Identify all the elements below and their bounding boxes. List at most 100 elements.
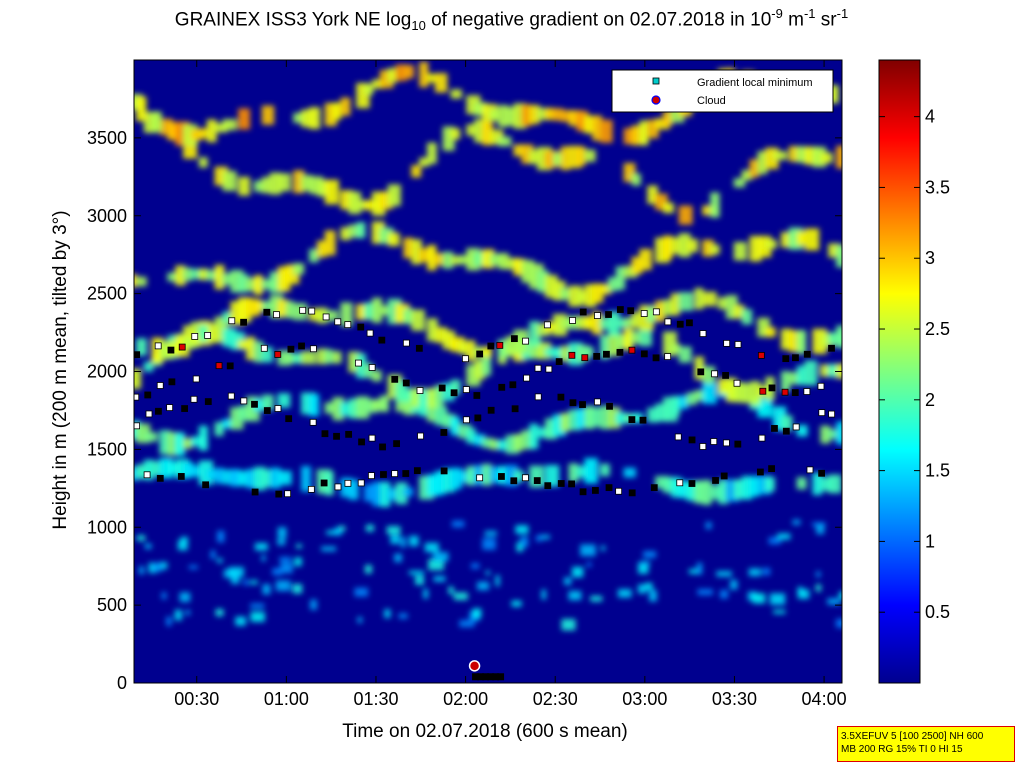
heatmap-cell — [649, 589, 657, 602]
gradient-minimum-marker — [568, 480, 575, 488]
legend-label-gradient-minimum: Gradient local minimum — [697, 77, 813, 89]
heatmap-cell — [206, 119, 217, 143]
gradient-minimum-marker — [228, 317, 236, 325]
heatmap-cell — [662, 235, 673, 260]
gradient-minimum-marker — [510, 477, 518, 485]
heatmap-cell — [238, 340, 251, 349]
heatmap-cell — [757, 151, 768, 175]
heatmap-cell — [537, 427, 552, 438]
gradient-minimum-marker — [650, 484, 658, 492]
gradient-minimum-marker — [523, 374, 530, 382]
gradient-minimum-marker — [358, 438, 365, 446]
gradient-minimum-marker — [699, 443, 707, 450]
heatmap-cell — [174, 609, 183, 621]
gradient-minimum-marker — [639, 416, 647, 424]
heatmap-cell — [411, 165, 422, 178]
heatmap-cell — [600, 335, 610, 360]
gradient-minimum-marker — [487, 342, 495, 350]
heatmap-cell — [277, 527, 287, 539]
heatmap-cell — [371, 399, 386, 411]
gradient-minimum-marker — [440, 467, 448, 475]
gradient-minimum-marker — [240, 397, 248, 405]
heatmap-cell — [365, 524, 374, 532]
heatmap-cell — [216, 530, 225, 543]
heatmap-cell — [261, 279, 277, 290]
heatmap-cell — [235, 616, 247, 626]
gradient-minimum-marker — [579, 308, 587, 316]
heatmap-cell — [135, 96, 147, 122]
gradient-minimum-marker — [664, 318, 672, 326]
gradient-minimum-marker — [756, 468, 764, 476]
heatmap-cell — [572, 566, 584, 578]
heatmap-cell — [670, 293, 680, 316]
heatmap-cell — [497, 253, 509, 270]
x-tick-label: 03:30 — [712, 689, 757, 709]
heatmap-cell — [426, 318, 438, 342]
gradient-minimum-marker — [274, 351, 282, 358]
heatmap-cell — [631, 412, 644, 423]
gradient-minimum-marker — [664, 353, 672, 360]
heatmap-cell — [482, 346, 492, 358]
legend-box — [611, 69, 834, 113]
gradient-minimum-marker — [333, 432, 340, 440]
heatmap-cell — [215, 608, 224, 617]
heatmap-cell — [167, 122, 179, 140]
heatmap-cell — [198, 157, 208, 168]
heatmap-cell — [180, 536, 188, 543]
heatmap-cell — [623, 467, 636, 478]
heatmap-cell — [741, 383, 752, 404]
gradient-minimum-marker — [686, 319, 693, 327]
gradient-minimum-marker — [616, 306, 624, 313]
heatmap-cell — [144, 543, 152, 549]
x-axis-label: Time on 02.07.2018 (600 s mean) — [342, 721, 628, 742]
gradient-minimum-marker — [156, 382, 164, 389]
heatmap-cell — [151, 461, 161, 477]
heatmap-cell — [246, 336, 256, 361]
heatmap-cell — [580, 544, 596, 557]
heatmap-cell — [403, 487, 414, 497]
heatmap-cell — [796, 477, 807, 490]
heatmap-cell — [647, 185, 658, 205]
heatmap-cell — [198, 268, 209, 281]
gradient-minimum-marker — [322, 313, 330, 321]
heatmap-cell — [466, 124, 477, 136]
heatmap-cell — [592, 311, 603, 335]
gradient-minimum-marker — [344, 479, 352, 487]
heatmap-cell — [206, 469, 219, 480]
gradient-minimum-marker — [440, 429, 448, 436]
gradient-minimum-marker — [168, 378, 176, 386]
heatmap-cell — [662, 299, 674, 316]
gradient-minimum-marker — [498, 383, 506, 391]
gradient-minimum-marker — [273, 311, 280, 319]
heatmap-cell — [586, 562, 592, 568]
colorbar-tick-label: 4 — [925, 107, 935, 127]
gradient-minimum-marker — [688, 480, 696, 487]
gradient-minimum-marker — [628, 416, 636, 424]
heatmap-cell — [411, 239, 423, 265]
heatmap-cell — [398, 613, 408, 619]
heatmap-cell — [384, 609, 391, 619]
heatmap-cell — [552, 108, 564, 121]
heatmap-cell — [725, 295, 738, 319]
gradient-minimum-marker — [178, 343, 186, 351]
heatmap-cell — [285, 353, 299, 364]
heatmap-cell — [769, 593, 786, 605]
heatmap-cell — [222, 273, 234, 286]
heatmap-cell — [419, 399, 430, 417]
heatmap-cell — [175, 265, 186, 286]
heatmap-cell — [466, 465, 477, 486]
heatmap-cell — [387, 67, 399, 83]
heatmap-cell — [472, 608, 482, 618]
heatmap-cell — [161, 592, 167, 600]
heatmap-cell — [262, 584, 271, 595]
gradient-minimum-marker — [712, 477, 719, 484]
heatmap-cell — [198, 425, 208, 451]
gradient-minimum-marker — [498, 473, 505, 480]
heatmap-cell — [254, 542, 268, 551]
y-axis: 0 500 1000 1500 2000 2500 3000 3500 — [87, 128, 842, 693]
heatmap-cell — [670, 343, 681, 354]
heatmap-cell — [719, 589, 729, 599]
heatmap-cell — [143, 432, 158, 442]
gradient-minimum-marker — [368, 434, 376, 442]
